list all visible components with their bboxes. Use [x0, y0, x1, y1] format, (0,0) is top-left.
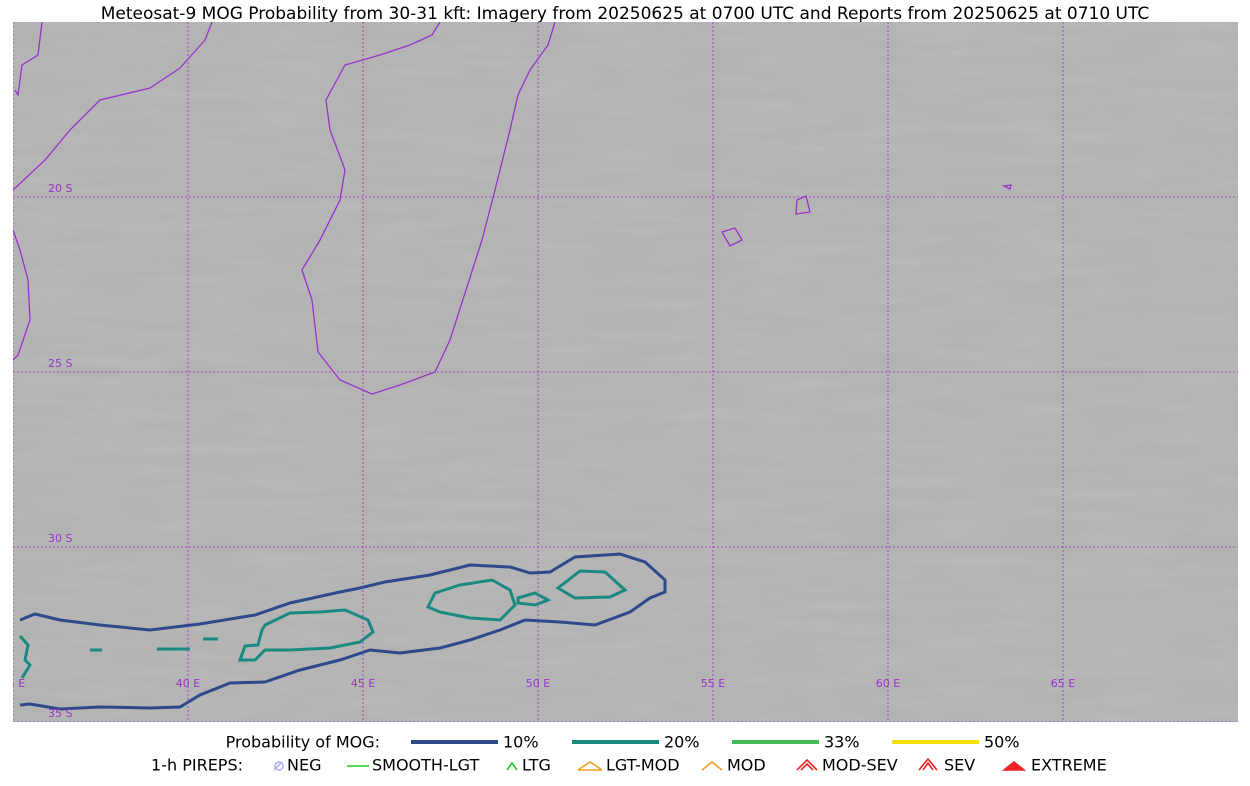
coastline-africa-south: [13, 229, 31, 361]
legend-label: 10%: [503, 733, 539, 752]
legend-icon: [918, 757, 938, 771]
contour-20: [18, 635, 218, 679]
legend-icon: [273, 761, 284, 771]
legend-label: NEG: [287, 756, 321, 775]
legend-icon: [577, 761, 603, 771]
legend-label: SEV: [944, 756, 975, 775]
contours: [18, 552, 667, 711]
legend-label: MOD: [727, 756, 766, 775]
map: 35 E 40 E 45 E 50 E 55 E 60 E 65 E 20 S 25 S 30 S…: [1, 22, 1238, 722]
legend-label: LTG: [522, 756, 551, 775]
legend-icon: [796, 758, 818, 771]
legend-icon: [701, 760, 723, 771]
legend-label: MOD-SEV: [822, 756, 898, 775]
contour-20: [516, 569, 628, 607]
legend-label: 50%: [984, 733, 1020, 752]
legend-label: LGT-MOD: [606, 756, 680, 775]
lon-label: 60 E: [876, 677, 900, 690]
lat-label: 20 S: [48, 182, 72, 195]
lon-label: 50 E: [526, 677, 550, 690]
legend-icon: [506, 761, 518, 771]
legend-label: 33%: [824, 733, 860, 752]
lat-label: 35 S: [48, 707, 72, 720]
legend-title: Probability of MOG:: [226, 733, 380, 752]
lat-label: 30 S: [48, 532, 72, 545]
title: Meteosat-9 MOG Probability from 30-31 kf…: [101, 4, 1150, 24]
legend-label: SMOOTH-LGT: [372, 756, 479, 775]
graticule: 35 E 40 E 45 E 50 E 55 E 60 E 65 E 20 S 25 S 30 S…: [1, 22, 1238, 722]
legend-label: EXTREME: [1031, 756, 1107, 775]
contour-20: [425, 578, 517, 622]
lon-label: 35 E: [1, 677, 25, 690]
contour-10: [19, 552, 667, 711]
lat-label: 25 S: [48, 357, 72, 370]
lon-label: 55 E: [701, 677, 725, 690]
lon-label: 65 E: [1051, 677, 1075, 690]
legend: Probability of MOG: 1-h PIREPS: 10% 20% 33…: [151, 733, 1107, 775]
legend-label: 20%: [664, 733, 700, 752]
legend-icon: [1001, 760, 1027, 771]
legend-title: 1-h PIREPS:: [151, 756, 243, 775]
coastline-africa: [13, 22, 213, 191]
lon-label: 45 E: [351, 677, 375, 690]
coastline-madagascar: [301, 22, 556, 395]
contour-20: [237, 608, 375, 662]
lon-label: 40 E: [176, 677, 200, 690]
